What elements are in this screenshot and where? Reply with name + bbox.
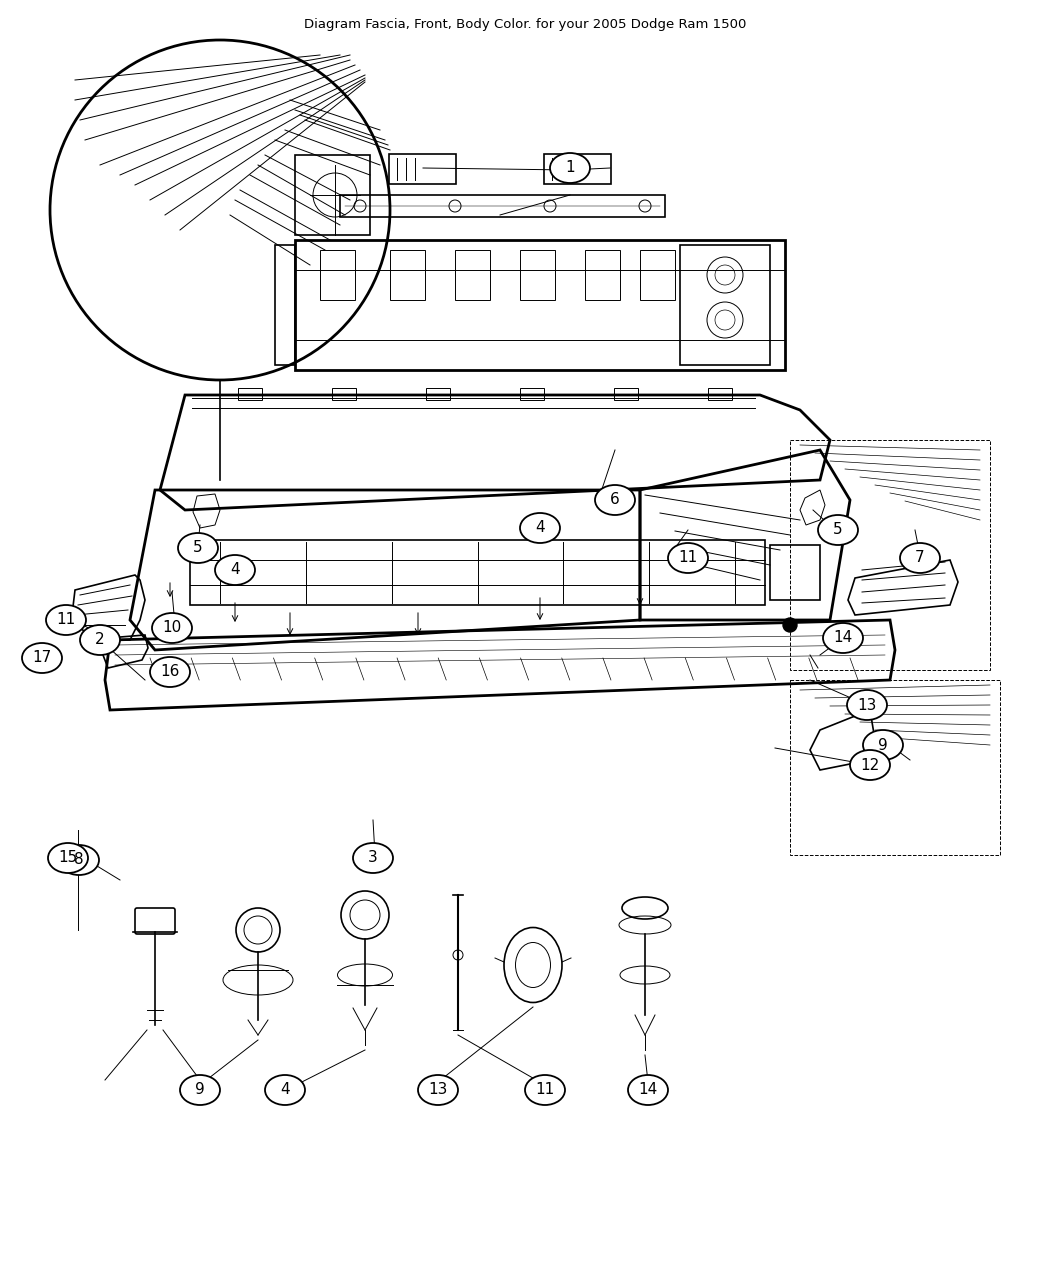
Text: 10: 10 — [163, 621, 182, 635]
Text: 7: 7 — [916, 551, 925, 566]
Text: 12: 12 — [860, 757, 880, 773]
Text: 17: 17 — [33, 650, 51, 666]
Ellipse shape — [668, 543, 708, 572]
Ellipse shape — [22, 643, 62, 673]
Text: 13: 13 — [428, 1082, 447, 1098]
Ellipse shape — [595, 484, 635, 515]
Text: 13: 13 — [857, 697, 877, 713]
Circle shape — [783, 618, 797, 632]
Ellipse shape — [628, 1075, 668, 1105]
Ellipse shape — [818, 515, 858, 544]
Text: 5: 5 — [834, 523, 843, 538]
Ellipse shape — [850, 750, 890, 780]
Ellipse shape — [520, 513, 560, 543]
Ellipse shape — [265, 1075, 304, 1105]
Text: 15: 15 — [59, 850, 78, 866]
Text: 5: 5 — [193, 541, 203, 556]
Ellipse shape — [847, 690, 887, 720]
Text: 6: 6 — [610, 492, 620, 507]
Text: 8: 8 — [75, 853, 84, 867]
Text: 2: 2 — [96, 632, 105, 648]
Ellipse shape — [80, 625, 120, 655]
Ellipse shape — [46, 606, 86, 635]
Text: 4: 4 — [230, 562, 239, 578]
Ellipse shape — [180, 1075, 220, 1105]
Text: 9: 9 — [878, 737, 888, 752]
Text: 1: 1 — [565, 161, 574, 176]
Ellipse shape — [418, 1075, 458, 1105]
Text: 14: 14 — [638, 1082, 657, 1098]
Ellipse shape — [59, 845, 99, 875]
Ellipse shape — [178, 533, 218, 564]
Ellipse shape — [550, 153, 590, 184]
Text: 4: 4 — [536, 520, 545, 536]
Text: 11: 11 — [678, 551, 697, 566]
Text: Diagram Fascia, Front, Body Color. for your 2005 Dodge Ram 1500: Diagram Fascia, Front, Body Color. for y… — [303, 18, 747, 31]
Text: 16: 16 — [161, 664, 180, 680]
Ellipse shape — [48, 843, 88, 873]
Ellipse shape — [900, 543, 940, 572]
Ellipse shape — [525, 1075, 565, 1105]
Text: 11: 11 — [57, 612, 76, 627]
Ellipse shape — [353, 843, 393, 873]
Text: 4: 4 — [280, 1082, 290, 1098]
Ellipse shape — [152, 613, 192, 643]
Ellipse shape — [863, 731, 903, 760]
Text: 11: 11 — [536, 1082, 554, 1098]
Text: 3: 3 — [369, 850, 378, 866]
Ellipse shape — [823, 623, 863, 653]
Ellipse shape — [215, 555, 255, 585]
Text: 9: 9 — [195, 1082, 205, 1098]
Ellipse shape — [150, 657, 190, 687]
Text: 14: 14 — [834, 631, 853, 645]
